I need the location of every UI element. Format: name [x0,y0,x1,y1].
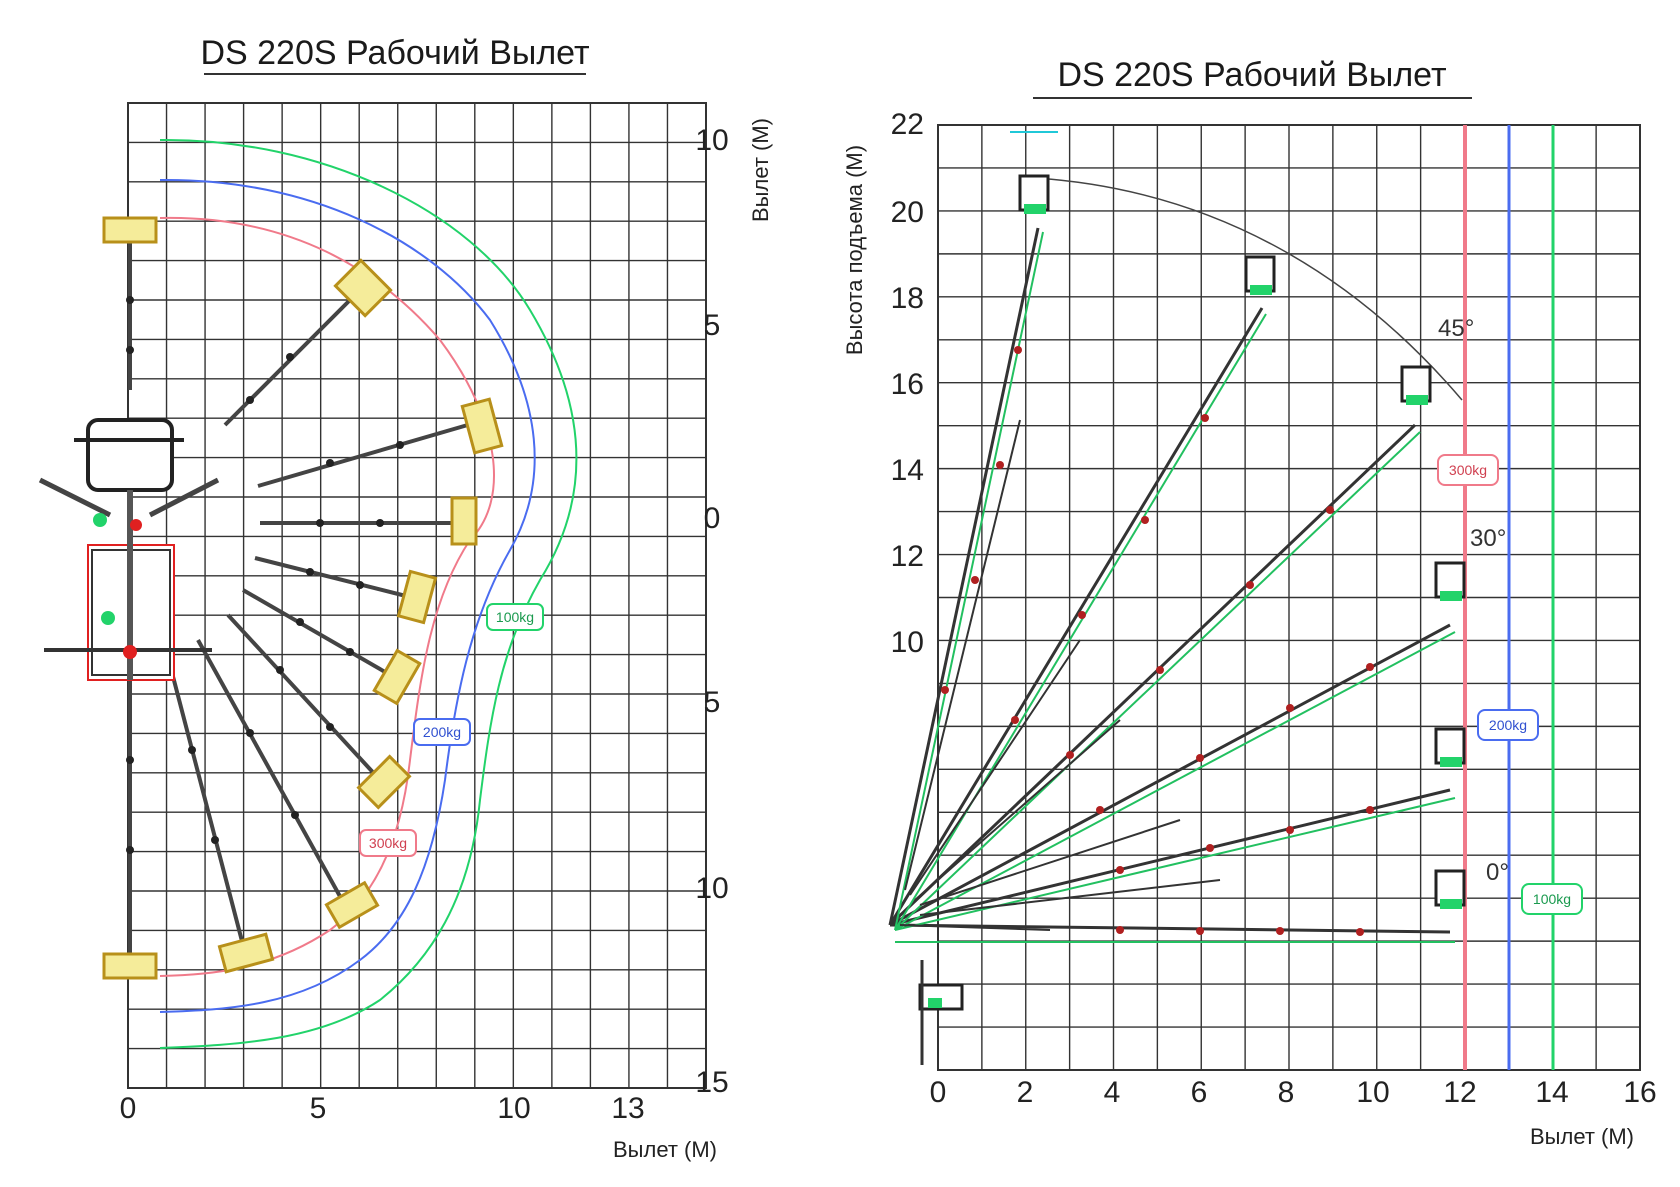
basket-1 [1018,174,1050,214]
left-bottom-ticks: 0 5 10 13 [120,1092,645,1125]
left-platform-4 [396,569,438,625]
right-chart: DS 220S Рабочий Вылет [842,56,1657,1149]
boom-85deg [888,227,1040,926]
left-envelope-200kg [159,178,536,1013]
left-vehicle [38,418,220,681]
left-platform-3 [450,496,478,546]
right-ytick-7: 10 [891,626,924,659]
boom-15deg [889,788,1451,927]
left-platform-6 [356,754,412,810]
right-chart-title: DS 220S Рабочий Вылет [1057,56,1446,94]
left-ytick-6: 15 [695,1066,728,1099]
right-tag-100kg: 100kg [1521,883,1583,915]
left-ytick-5: 10 [695,872,728,905]
right-outer-arc [1034,177,1463,401]
left-ytick-4: 5 [704,686,721,719]
right-ytick-1: 22 [891,108,924,141]
right-xtick-4: 6 [1191,1076,1208,1109]
left-platform-1 [333,258,393,318]
left-right-ticks: 10 5 0 5 10 15 [695,124,728,1099]
basket-5 [1434,727,1466,767]
right-xtick-2: 2 [1017,1076,1034,1109]
outrigger-front-left [38,477,112,518]
left-boom-7 [196,639,344,901]
right-ytick-6: 12 [891,540,924,573]
left-xtick-1: 0 [120,1092,137,1125]
right-baskets [918,174,1466,1065]
left-envelope-300kg [159,216,495,977]
left-platform-5 [372,648,422,706]
left-ytick-2: 5 [704,309,721,342]
left-boom-6 [226,613,382,782]
boom-60deg [888,307,1264,926]
left-tag-300kg: 300kg [359,829,417,857]
right-x-axis-label: Вылет (М) [1530,1124,1634,1149]
left-tag-100kg: 100kg [486,603,544,631]
left-chart-title: DS 220S Рабочий Вылет [200,34,589,72]
right-ytick-5: 14 [891,454,924,487]
basket-6 [1434,869,1466,909]
left-xtick-2: 5 [310,1092,327,1125]
left-platform-bottom [102,952,158,980]
left-chart: DS 220S Рабочий Вылет [38,34,773,1162]
right-y-axis-label: Высота подъема (М) [842,145,867,355]
right-xtick-3: 4 [1104,1076,1121,1109]
left-xtick-3: 10 [497,1092,530,1125]
left-boom-joints [126,296,404,854]
left-platforms [102,216,504,980]
angle-label-30: 30° [1470,525,1506,552]
left-ytick-1: 10 [695,124,728,157]
left-platform-top [102,216,158,244]
left-right-axis-label: Вылет (М) [748,118,773,222]
left-tag-200kg: 200kg [413,718,471,746]
left-boom-2 [257,420,479,488]
right-ytick-3: 18 [891,282,924,315]
right-xtick-8: 14 [1535,1076,1568,1109]
angle-label-45: 45° [1438,315,1474,342]
basket-stowed [918,960,964,1065]
left-platform-2 [460,397,504,455]
right-tag-200kg: 200kg [1477,709,1539,741]
right-tag-300kg: 300kg [1437,454,1499,486]
left-platform-7 [324,880,380,930]
boom-0deg [889,923,1451,934]
right-xtick-1: 0 [930,1076,947,1109]
vehicle-cab [86,418,174,492]
left-xtick-4: 13 [611,1092,644,1125]
right-x-ticks: 0 2 4 6 8 10 12 14 16 [930,1076,1657,1109]
left-grid [127,102,707,1089]
left-envelope-100kg [159,138,578,1049]
right-xtick-7: 12 [1443,1076,1476,1109]
svg-text:100kg: 100kg [1533,891,1571,907]
left-platform-8 [217,932,275,974]
left-bottom-axis-label: Вылет (М) [613,1137,717,1162]
right-grid [937,124,1641,1071]
right-xtick-5: 8 [1278,1076,1295,1109]
right-xtick-6: 10 [1356,1076,1389,1109]
angle-label-0: 0° [1486,859,1509,886]
left-ytick-3: 0 [704,502,721,535]
svg-text:300kg: 300kg [1449,462,1487,478]
svg-text:100kg: 100kg [496,609,534,625]
left-boom-4 [254,556,411,599]
right-xtick-9: 16 [1623,1076,1656,1109]
right-ytick-4: 16 [891,368,924,401]
left-boom-5 [242,588,393,678]
left-boom-8 [168,664,245,946]
basket-4 [1434,561,1466,601]
right-y-ticks: 22 20 18 16 14 12 10 [891,108,924,659]
right-ytick-2: 20 [891,196,924,229]
basket-3 [1400,365,1432,405]
right-booms-secondary [899,419,1221,931]
svg-text:200kg: 200kg [423,724,461,740]
boom-45deg [888,423,1417,927]
boom-30deg [889,623,1451,927]
right-boom-joints [941,346,1374,936]
outrigger-front-right [148,477,220,518]
basket-2 [1244,255,1276,295]
svg-text:300kg: 300kg [369,835,407,851]
svg-text:200kg: 200kg [1489,717,1527,733]
